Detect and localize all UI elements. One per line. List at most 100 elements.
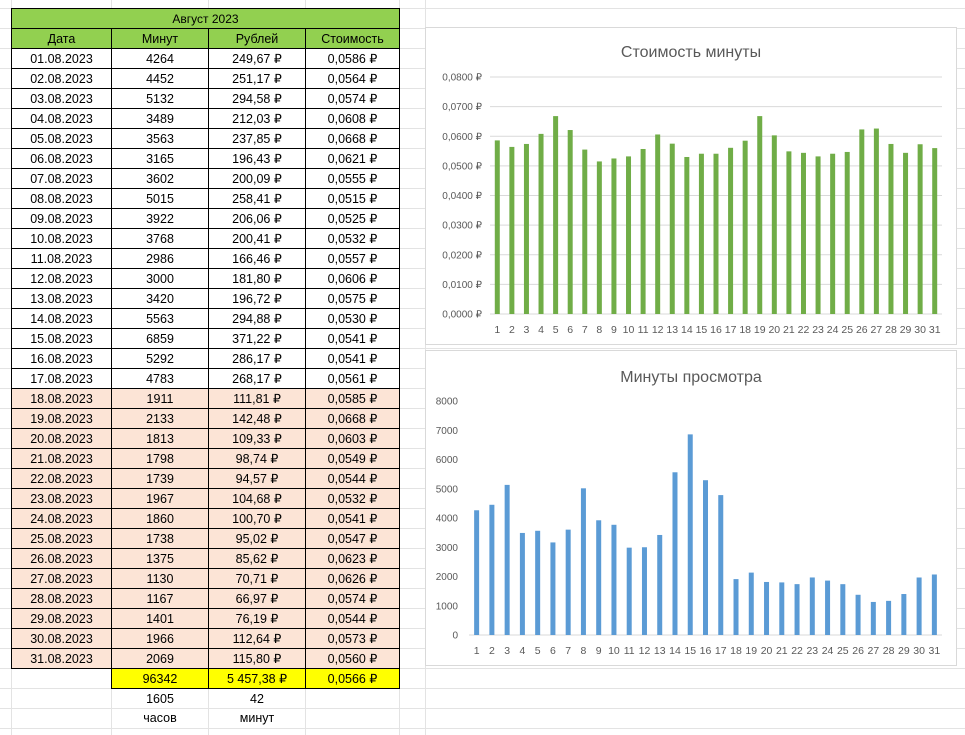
- date-cell[interactable]: 08.08.2023: [11, 188, 112, 209]
- cost-cell[interactable]: 0,0564 ₽: [305, 68, 400, 89]
- date-cell[interactable]: 24.08.2023: [11, 508, 112, 529]
- empty-cell[interactable]: [12, 708, 112, 727]
- minutes-cell[interactable]: 3165: [111, 148, 209, 169]
- minutes-cell[interactable]: 1738: [111, 528, 209, 549]
- rubles-cell[interactable]: 200,09 ₽: [208, 168, 306, 189]
- total-minutes[interactable]: 96342: [111, 668, 209, 689]
- date-cell[interactable]: 11.08.2023: [11, 248, 112, 269]
- cost-cell[interactable]: 0,0585 ₽: [305, 388, 400, 409]
- cost-cell[interactable]: 0,0626 ₽: [305, 568, 400, 589]
- minutes-cell[interactable]: 5292: [111, 348, 209, 369]
- date-cell[interactable]: 15.08.2023: [11, 328, 112, 349]
- date-cell[interactable]: 10.08.2023: [11, 228, 112, 249]
- date-cell[interactable]: 22.08.2023: [11, 468, 112, 489]
- rubles-cell[interactable]: 111,81 ₽: [208, 388, 306, 409]
- cost-cell[interactable]: 0,0560 ₽: [305, 648, 400, 669]
- rubles-cell[interactable]: 286,17 ₽: [208, 348, 306, 369]
- date-cell[interactable]: 06.08.2023: [11, 148, 112, 169]
- rubles-cell[interactable]: 294,58 ₽: [208, 88, 306, 109]
- hours-value[interactable]: 1605: [146, 691, 174, 706]
- minutes-cell[interactable]: 3922: [111, 208, 209, 229]
- rubles-cell[interactable]: 196,72 ₽: [208, 288, 306, 309]
- rubles-cell[interactable]: 100,70 ₽: [208, 508, 306, 529]
- minutes-cell[interactable]: 6859: [111, 328, 209, 349]
- date-cell[interactable]: 30.08.2023: [11, 628, 112, 649]
- cost-cell[interactable]: 0,0574 ₽: [305, 588, 400, 609]
- minutes-cell[interactable]: 1375: [111, 548, 209, 569]
- minutes-cell[interactable]: 5563: [111, 308, 209, 329]
- minutes-cell[interactable]: 1798: [111, 448, 209, 469]
- total-rubles[interactable]: 5 457,38 ₽: [208, 668, 306, 689]
- rubles-cell[interactable]: 70,71 ₽: [208, 568, 306, 589]
- rubles-cell[interactable]: 200,41 ₽: [208, 228, 306, 249]
- date-cell[interactable]: 20.08.2023: [11, 428, 112, 449]
- date-cell[interactable]: 03.08.2023: [11, 88, 112, 109]
- total-cost[interactable]: 0,0566 ₽: [305, 668, 400, 689]
- rubles-cell[interactable]: 104,68 ₽: [208, 488, 306, 509]
- cost-cell[interactable]: 0,0586 ₽: [305, 48, 400, 69]
- rubles-cell[interactable]: 206,06 ₽: [208, 208, 306, 229]
- rubles-cell[interactable]: 66,97 ₽: [208, 588, 306, 609]
- cost-cell[interactable]: 0,0555 ₽: [305, 168, 400, 189]
- empty-cell[interactable]: [306, 689, 400, 709]
- minutes-cell[interactable]: 1911: [111, 388, 209, 409]
- cost-cell[interactable]: 0,0544 ₽: [305, 608, 400, 629]
- rubles-cell[interactable]: 94,57 ₽: [208, 468, 306, 489]
- empty-cell[interactable]: [12, 689, 112, 709]
- rubles-cell[interactable]: 212,03 ₽: [208, 108, 306, 129]
- cost-cell[interactable]: 0,0515 ₽: [305, 188, 400, 209]
- minutes-value[interactable]: 42: [250, 691, 264, 706]
- rubles-cell[interactable]: 196,43 ₽: [208, 148, 306, 169]
- rubles-cell[interactable]: 294,88 ₽: [208, 308, 306, 329]
- minutes-cell[interactable]: 3000: [111, 268, 209, 289]
- sheet-title[interactable]: Август 2023: [11, 8, 400, 29]
- date-cell[interactable]: 12.08.2023: [11, 268, 112, 289]
- date-cell[interactable]: 18.08.2023: [11, 388, 112, 409]
- cost-cell[interactable]: 0,0541 ₽: [305, 328, 400, 349]
- rubles-cell[interactable]: 112,64 ₽: [208, 628, 306, 649]
- minutes-cell[interactable]: 1860: [111, 508, 209, 529]
- cost-cell[interactable]: 0,0603 ₽: [305, 428, 400, 449]
- date-cell[interactable]: 01.08.2023: [11, 48, 112, 69]
- date-cell[interactable]: 19.08.2023: [11, 408, 112, 429]
- date-cell[interactable]: 13.08.2023: [11, 288, 112, 309]
- minutes-cell[interactable]: 2133: [111, 408, 209, 429]
- date-cell[interactable]: 09.08.2023: [11, 208, 112, 229]
- rubles-cell[interactable]: 258,41 ₽: [208, 188, 306, 209]
- rubles-cell[interactable]: 251,17 ₽: [208, 68, 306, 89]
- minutes-label[interactable]: минут: [239, 710, 275, 725]
- minutes-cell[interactable]: 1401: [111, 608, 209, 629]
- minutes-cell[interactable]: 3420: [111, 288, 209, 309]
- minutes-cell[interactable]: 2986: [111, 248, 209, 269]
- minutes-cell[interactable]: 1739: [111, 468, 209, 489]
- cost-cell[interactable]: 0,0532 ₽: [305, 488, 400, 509]
- minutes-cell[interactable]: 1167: [111, 588, 209, 609]
- rubles-cell[interactable]: 95,02 ₽: [208, 528, 306, 549]
- minutes-cell[interactable]: 3563: [111, 128, 209, 149]
- cost-cell[interactable]: 0,0574 ₽: [305, 88, 400, 109]
- cost-cell[interactable]: 0,0532 ₽: [305, 228, 400, 249]
- rubles-cell[interactable]: 109,33 ₽: [208, 428, 306, 449]
- viewing-minutes-chart[interactable]: Минуты просмотра 0 1000 2000 3000 4000 5000 600…: [425, 350, 957, 666]
- minutes-cell[interactable]: 2069: [111, 648, 209, 669]
- cost-cell[interactable]: 0,0530 ₽: [305, 308, 400, 329]
- empty-cell[interactable]: [12, 669, 112, 689]
- cost-cell[interactable]: 0,0621 ₽: [305, 148, 400, 169]
- cost-cell[interactable]: 0,0549 ₽: [305, 448, 400, 469]
- date-cell[interactable]: 02.08.2023: [11, 68, 112, 89]
- rubles-cell[interactable]: 371,22 ₽: [208, 328, 306, 349]
- cost-cell[interactable]: 0,0575 ₽: [305, 288, 400, 309]
- cost-cell[interactable]: 0,0525 ₽: [305, 208, 400, 229]
- minutes-cell[interactable]: 1966: [111, 628, 209, 649]
- empty-cell[interactable]: [306, 708, 400, 727]
- cost-cell[interactable]: 0,0544 ₽: [305, 468, 400, 489]
- minutes-cell[interactable]: 1967: [111, 488, 209, 509]
- minutes-cell[interactable]: 5132: [111, 88, 209, 109]
- rubles-cell[interactable]: 249,67 ₽: [208, 48, 306, 69]
- rubles-cell[interactable]: 76,19 ₽: [208, 608, 306, 629]
- minutes-cell[interactable]: 3602: [111, 168, 209, 189]
- rubles-cell[interactable]: 181,80 ₽: [208, 268, 306, 289]
- date-cell[interactable]: 29.08.2023: [11, 608, 112, 629]
- rubles-cell[interactable]: 85,62 ₽: [208, 548, 306, 569]
- date-cell[interactable]: 26.08.2023: [11, 548, 112, 569]
